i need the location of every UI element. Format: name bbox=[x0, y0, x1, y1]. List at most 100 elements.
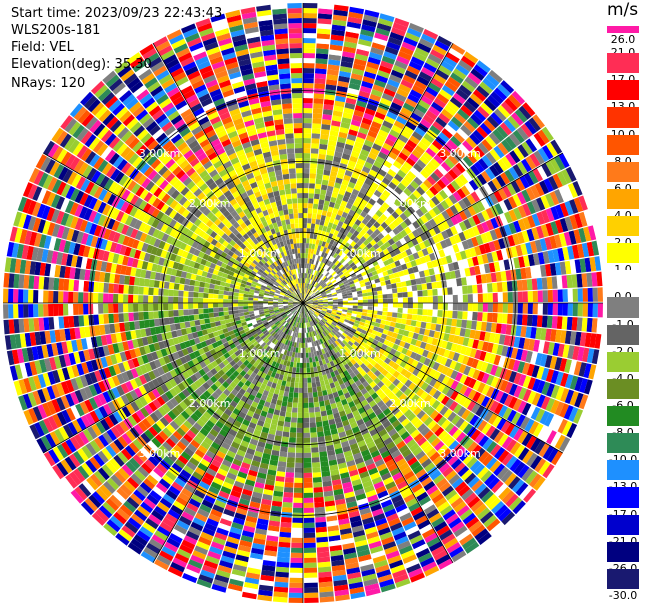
velocity-gate bbox=[394, 207, 403, 216]
velocity-gate bbox=[279, 531, 291, 538]
velocity-gate bbox=[335, 225, 342, 232]
velocity-gate bbox=[304, 587, 319, 593]
velocity-gate bbox=[317, 297, 323, 300]
velocity-gate bbox=[303, 123, 312, 129]
velocity-gate bbox=[321, 415, 328, 422]
velocity-gate bbox=[527, 215, 536, 228]
velocity-gate bbox=[522, 291, 528, 303]
velocity-gate bbox=[361, 24, 376, 33]
velocity-gate bbox=[395, 156, 406, 165]
velocity-gate bbox=[438, 132, 450, 143]
velocity-gate bbox=[393, 327, 400, 334]
velocity-gate bbox=[289, 582, 303, 588]
velocity-gate bbox=[321, 257, 326, 263]
velocity-gate bbox=[419, 355, 427, 364]
velocity-gate bbox=[324, 195, 331, 202]
velocity-gate bbox=[367, 309, 373, 314]
velocity-gate bbox=[353, 184, 362, 192]
velocity-gate bbox=[536, 211, 546, 225]
velocity-gate bbox=[362, 292, 368, 297]
velocity-gate bbox=[400, 221, 408, 230]
velocity-gate bbox=[440, 60, 455, 72]
velocity-gate bbox=[290, 382, 295, 388]
velocity-gate bbox=[303, 208, 308, 214]
velocity-gate bbox=[353, 236, 360, 244]
velocity-gate bbox=[326, 149, 335, 157]
velocity-gate bbox=[367, 253, 375, 260]
velocity-gate bbox=[291, 537, 303, 543]
velocity-gate bbox=[340, 158, 349, 165]
velocity-gate bbox=[303, 452, 312, 458]
velocity-gate bbox=[338, 264, 344, 270]
velocity-gate bbox=[329, 130, 339, 137]
velocity-gate bbox=[567, 288, 573, 302]
velocity-gate bbox=[382, 294, 388, 299]
velocity-gate bbox=[387, 307, 393, 312]
velocity-gate bbox=[322, 304, 328, 306]
velocity-gate bbox=[387, 269, 394, 275]
velocity-gate bbox=[279, 451, 288, 458]
velocity-gate bbox=[549, 356, 558, 370]
velocity-gate bbox=[327, 222, 334, 229]
velocity-gate bbox=[477, 284, 483, 294]
velocity-gate bbox=[424, 221, 433, 230]
velocity-gate bbox=[422, 151, 433, 162]
velocity-gate bbox=[394, 60, 408, 70]
velocity-gate bbox=[579, 332, 587, 347]
velocity-gate bbox=[384, 233, 392, 241]
velocity-gate bbox=[310, 427, 317, 433]
velocity-gate bbox=[317, 300, 323, 303]
velocity-gate bbox=[283, 487, 294, 493]
velocity-gate bbox=[564, 216, 574, 231]
velocity-gate bbox=[344, 191, 352, 198]
velocity-gate bbox=[419, 327, 426, 335]
velocity-gate bbox=[439, 189, 449, 200]
velocity-gate bbox=[594, 333, 602, 349]
velocity-gate bbox=[493, 333, 501, 344]
velocity-gate bbox=[444, 80, 458, 92]
velocity-gate bbox=[513, 372, 522, 385]
velocity-gate bbox=[336, 278, 342, 283]
velocity-gate bbox=[312, 300, 318, 302]
velocity-gate bbox=[294, 387, 299, 393]
velocity-gate bbox=[297, 402, 303, 408]
velocity-gate bbox=[487, 312, 493, 323]
velocity-gate bbox=[370, 47, 384, 56]
velocity-gate bbox=[357, 293, 363, 297]
velocity-gate bbox=[415, 321, 422, 328]
velocity-gate bbox=[485, 363, 494, 374]
velocity-gate bbox=[520, 243, 528, 256]
velocity-gate bbox=[527, 303, 533, 315]
velocity-gate bbox=[452, 310, 458, 319]
velocity-gate bbox=[442, 295, 448, 303]
velocity-gate bbox=[464, 267, 471, 277]
velocity-gate bbox=[414, 244, 422, 252]
velocity-gate bbox=[549, 158, 561, 173]
velocity-gate bbox=[545, 398, 556, 412]
velocity-gate bbox=[443, 56, 458, 68]
velocity-gate bbox=[504, 381, 514, 394]
velocity-gate bbox=[513, 257, 521, 269]
velocity-gate bbox=[572, 346, 580, 361]
velocity-gate bbox=[515, 268, 522, 280]
velocity-gate bbox=[573, 408, 584, 424]
velocity-gate bbox=[412, 297, 418, 303]
velocity-gate bbox=[344, 242, 350, 249]
velocity-gate bbox=[357, 324, 364, 330]
velocity-gate bbox=[361, 252, 368, 259]
velocity-gate bbox=[467, 257, 474, 267]
velocity-gate bbox=[413, 176, 423, 186]
velocity-gate bbox=[436, 93, 450, 105]
velocity-gate bbox=[470, 164, 481, 176]
velocity-gate bbox=[329, 287, 335, 291]
velocity-gate bbox=[527, 377, 536, 390]
velocity-gate bbox=[309, 284, 312, 290]
velocity-gate bbox=[459, 328, 466, 337]
velocity-gate bbox=[449, 360, 457, 370]
velocity-gate bbox=[376, 185, 385, 194]
velocity-gate bbox=[308, 198, 314, 204]
velocity-gate bbox=[472, 293, 478, 303]
velocity-gate bbox=[421, 315, 428, 322]
velocity-gate bbox=[414, 126, 426, 137]
velocity-gate bbox=[437, 223, 446, 233]
